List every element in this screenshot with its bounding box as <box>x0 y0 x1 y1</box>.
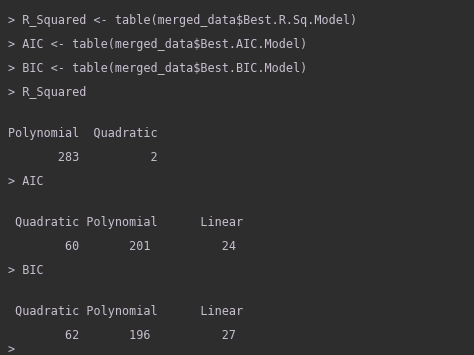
Text: 60       201          24: 60 201 24 <box>8 240 236 253</box>
Text: 283          2: 283 2 <box>8 151 158 164</box>
Text: > BIC <- table(merged_data$Best.BIC.Model): > BIC <- table(merged_data$Best.BIC.Mode… <box>8 62 307 75</box>
Text: > R_Squared <- table(merged_data$Best.R.Sq.Model): > R_Squared <- table(merged_data$Best.R.… <box>8 14 357 27</box>
Text: > BIC: > BIC <box>8 264 44 277</box>
Text: Polynomial  Quadratic: Polynomial Quadratic <box>8 127 158 140</box>
Text: 62       196          27: 62 196 27 <box>8 329 236 342</box>
Text: > AIC: > AIC <box>8 175 44 188</box>
Text: >: > <box>8 344 15 355</box>
Text: Quadratic Polynomial      Linear: Quadratic Polynomial Linear <box>8 216 243 229</box>
Text: > R_Squared: > R_Squared <box>8 86 86 99</box>
Text: > AIC <- table(merged_data$Best.AIC.Model): > AIC <- table(merged_data$Best.AIC.Mode… <box>8 38 307 51</box>
Text: Quadratic Polynomial      Linear: Quadratic Polynomial Linear <box>8 305 243 318</box>
